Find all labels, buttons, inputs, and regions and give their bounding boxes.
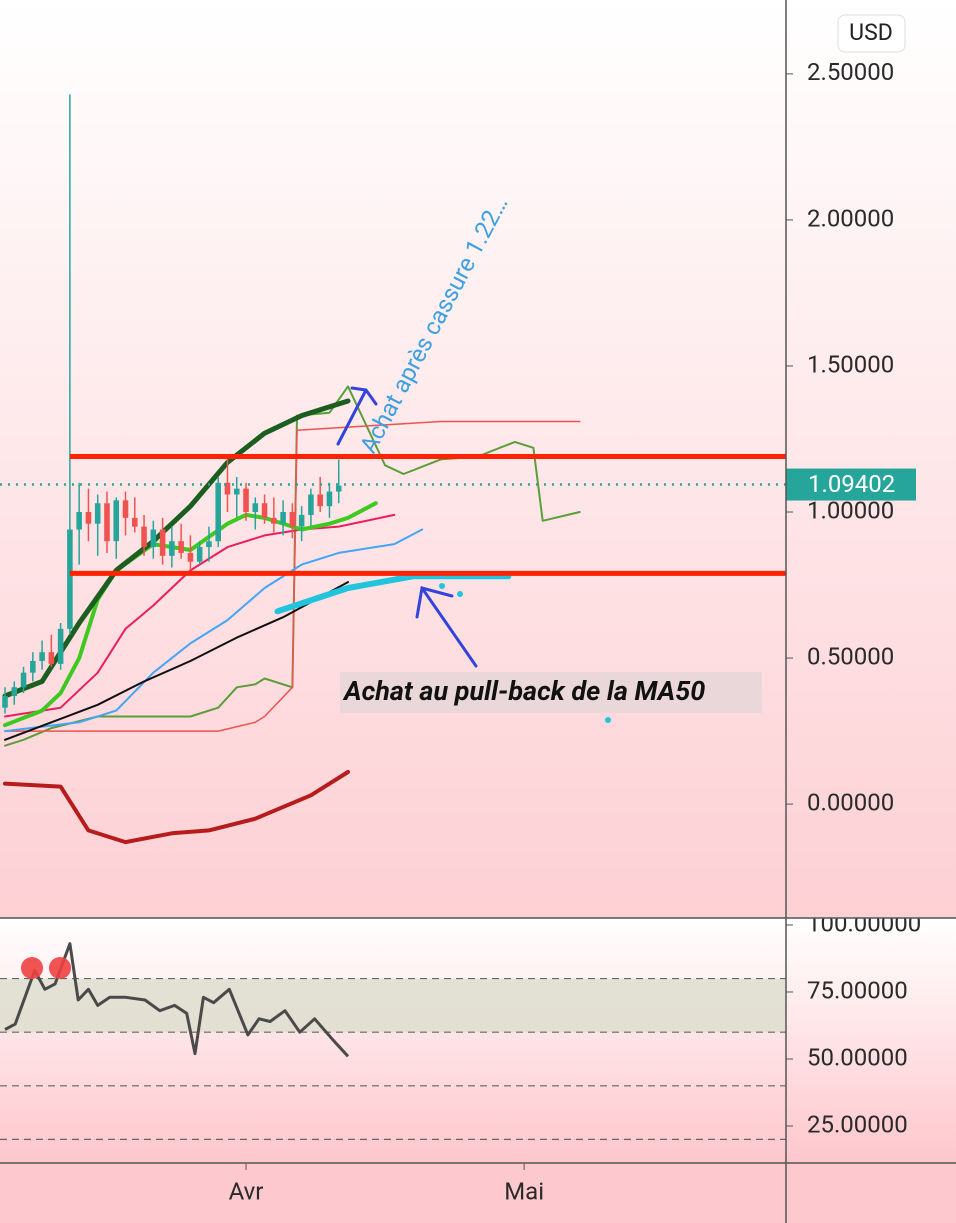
- candle-body: [215, 482, 221, 542]
- last-price-box: [786, 468, 916, 501]
- candle-body: [67, 529, 73, 629]
- y-tick-label: 50.00000: [807, 1043, 908, 1071]
- last-price-label: 1.09402: [808, 470, 895, 498]
- currency-label[interactable]: USD: [849, 19, 893, 46]
- indicator-line: [4, 581, 349, 741]
- candle-body: [150, 529, 157, 548]
- x-tick-label: Mai: [504, 1177, 544, 1205]
- rsi-signal: [21, 957, 43, 979]
- arrow-up: [336, 386, 378, 446]
- indicator-line: [4, 528, 424, 733]
- rsi-band: [0, 978, 786, 1033]
- rsi-signal: [49, 957, 71, 979]
- candle-body: [113, 500, 120, 542]
- candle-body: [233, 488, 240, 495]
- marker-dot: [439, 583, 445, 589]
- candle-body: [224, 482, 231, 495]
- candle-body: [261, 503, 268, 518]
- marker-dot: [605, 717, 611, 723]
- candle-body: [308, 494, 314, 515]
- drawings: [336, 386, 478, 668]
- y-tick-label: 2.50000: [807, 58, 894, 86]
- candle-body: [104, 503, 110, 542]
- arrow-pullback: [415, 586, 478, 668]
- candle-body: [20, 672, 27, 688]
- candle-body: [317, 494, 323, 507]
- candle-body: [159, 529, 166, 556]
- candle-body: [57, 628, 64, 664]
- marker-dot: [457, 591, 463, 597]
- time-axis-bg: [0, 1163, 956, 1223]
- x-tick-label: Avr: [229, 1177, 264, 1205]
- indicator-line: [274, 573, 512, 615]
- y-tick-label: 100.00000: [807, 909, 921, 937]
- candle-body: [94, 503, 101, 524]
- y-tick-label: 1.50000: [807, 350, 894, 378]
- y-tick-label: 0.00000: [807, 788, 894, 816]
- candle-body: [271, 517, 277, 524]
- candle-body: [178, 541, 184, 553]
- candle-body: [39, 652, 45, 661]
- y-tick-label: 0.50000: [807, 642, 894, 670]
- indicator-line: [3, 770, 350, 845]
- candle-body: [169, 541, 175, 556]
- y-tick-label: 2.00000: [807, 204, 894, 232]
- candle-body: [252, 503, 259, 513]
- candle-body: [335, 485, 342, 492]
- candle-body: [187, 552, 194, 562]
- y-tick-label: 1.00000: [807, 496, 894, 524]
- annotation: Achat au pull-back de la MA50: [342, 675, 705, 707]
- y-tick-label: 75.00000: [807, 976, 908, 1004]
- candle-body: [48, 652, 55, 664]
- indicator-line: [4, 420, 581, 732]
- candle-body: [206, 541, 212, 548]
- candle-body: [122, 500, 129, 518]
- y-tick-label: 25.00000: [807, 1110, 908, 1138]
- annotation-box: [340, 672, 762, 713]
- candle-body: [141, 526, 147, 548]
- candle-body: [132, 517, 138, 527]
- candle-body: [196, 547, 203, 562]
- candle-body: [280, 512, 286, 524]
- currency-button[interactable]: [837, 14, 906, 53]
- candle-body: [298, 514, 305, 527]
- candle-body: [85, 512, 92, 524]
- candle-body: [2, 696, 8, 708]
- candle-body: [326, 491, 333, 507]
- candle-body: [30, 660, 36, 673]
- candle-body: [243, 488, 249, 513]
- candle-body: [289, 512, 296, 527]
- candle-body: [76, 512, 82, 530]
- rsi-pane-bg: [0, 918, 956, 1163]
- candle-body: [11, 687, 18, 697]
